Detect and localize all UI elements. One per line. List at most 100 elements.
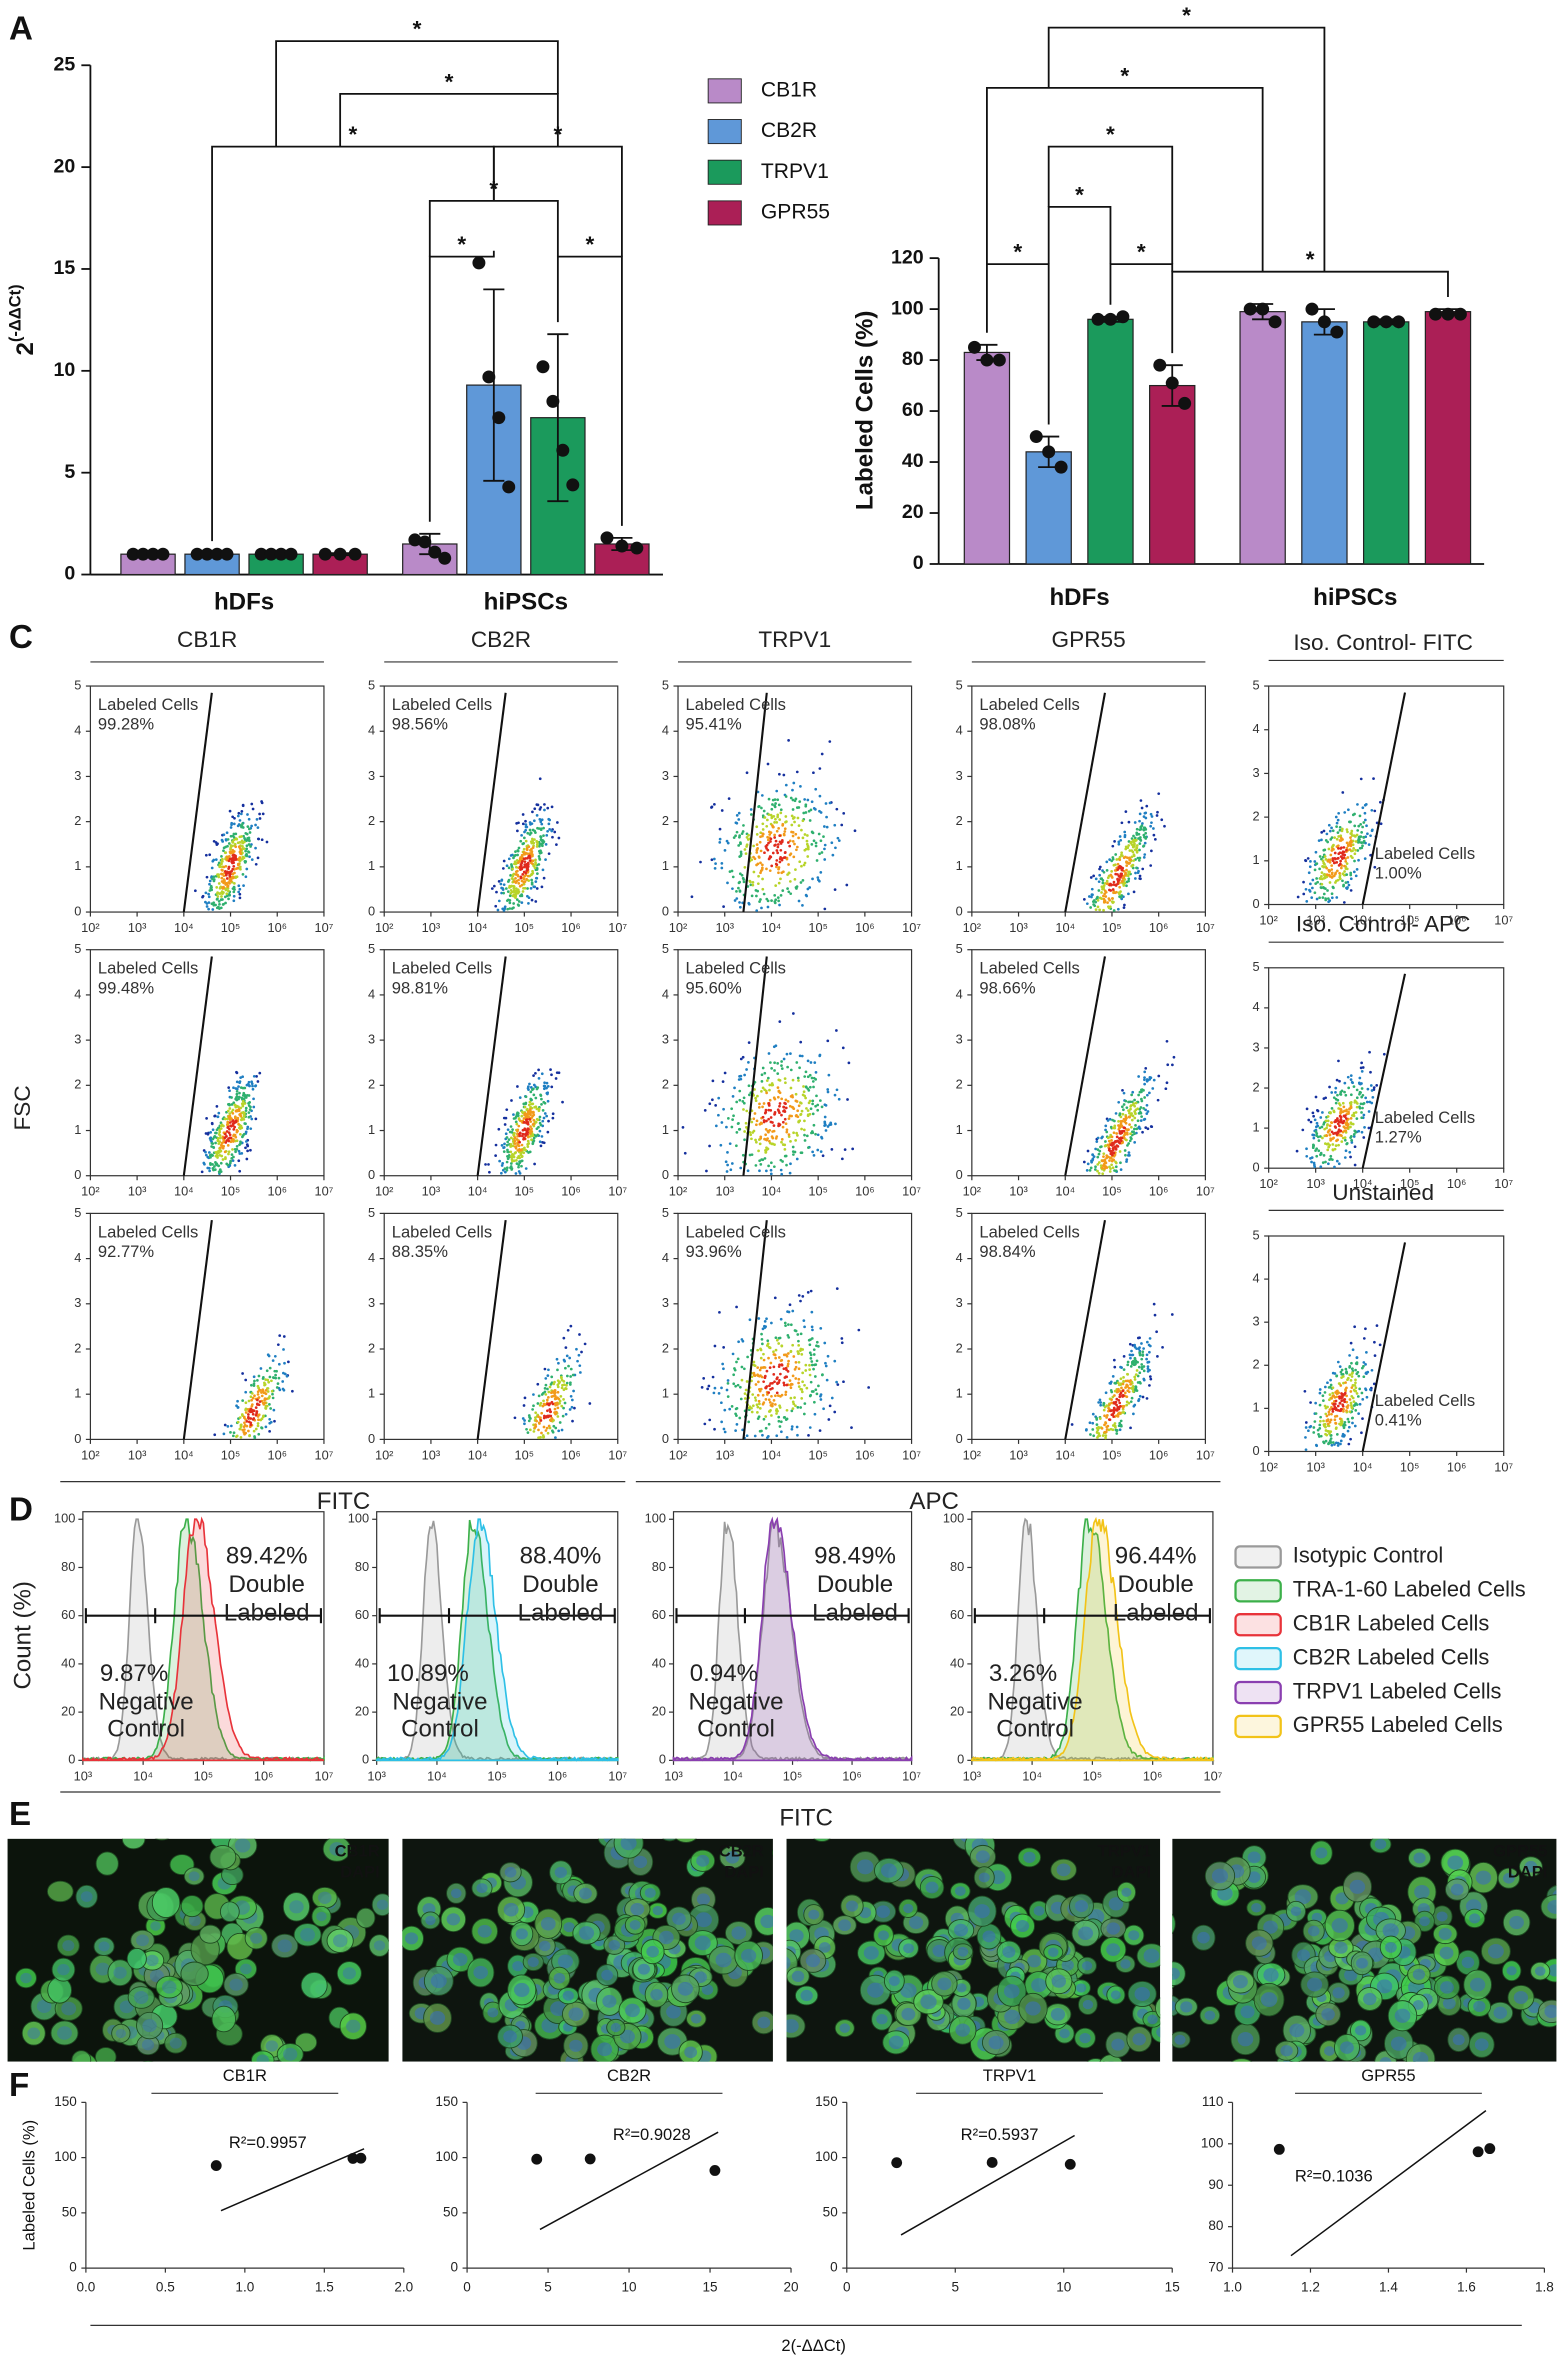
event-dot (517, 846, 521, 850)
event-dot (734, 1412, 737, 1416)
event-dot (553, 1397, 557, 1401)
event-dot (538, 1115, 542, 1119)
event-dot (550, 829, 554, 833)
gate-percent: 95.41% (686, 715, 742, 734)
event-dot (1346, 830, 1349, 834)
event-dot (261, 1401, 265, 1405)
event-dot (281, 1387, 285, 1391)
event-dot (825, 1378, 829, 1382)
event-dot (1369, 834, 1372, 838)
event-dot (1316, 1135, 1320, 1139)
event-dot (752, 870, 756, 874)
event-dot (1330, 826, 1333, 830)
event-dot (1345, 886, 1348, 890)
event-dot (552, 1382, 556, 1386)
event-dot (1136, 1119, 1140, 1123)
event-dot (1349, 1093, 1353, 1097)
y-tick-label: 3 (74, 1031, 81, 1046)
legend-swatch (707, 78, 742, 104)
event-dot (1108, 1117, 1112, 1121)
event-dot (208, 882, 211, 886)
event-dot (547, 822, 551, 826)
event-dot (739, 852, 743, 856)
event-dot (774, 802, 777, 805)
event-dot (526, 1145, 530, 1149)
event-dot (1098, 1398, 1102, 1402)
gate-label: Labeled Cells (979, 695, 1079, 714)
event-dot (253, 1084, 257, 1088)
event-dot (1345, 841, 1349, 845)
event-dot (504, 1116, 508, 1120)
event-dot (1130, 843, 1134, 846)
event-dot (774, 1356, 778, 1360)
event-dot (753, 1396, 757, 1400)
event-dot (823, 907, 827, 911)
event-dot (534, 900, 538, 903)
event-dot (787, 1310, 791, 1314)
event-dot (1150, 821, 1153, 825)
x-tick-label: 10² (81, 1184, 100, 1199)
event-dot (826, 1090, 830, 1094)
event-dot (227, 859, 231, 863)
event-dot (1344, 1117, 1348, 1120)
event-dot (1118, 1150, 1122, 1153)
event-dot (772, 1350, 775, 1354)
y-tick-label: 5 (662, 677, 669, 692)
event-dot (787, 1133, 791, 1137)
event-dot (774, 1336, 778, 1340)
event-dot (1085, 902, 1089, 906)
event-dot (217, 905, 220, 909)
event-dot (233, 1125, 236, 1129)
x-tick-label: 10² (375, 920, 394, 935)
event-dot (1105, 868, 1109, 872)
event-dot (1340, 851, 1344, 855)
event-dot (775, 1338, 779, 1342)
event-dot (1349, 1078, 1353, 1081)
event-dot (1350, 1138, 1353, 1142)
event-dot (787, 1117, 791, 1120)
event-dot (1304, 859, 1308, 863)
event-dot (231, 1108, 235, 1112)
event-dot (256, 1080, 260, 1083)
event-dot (803, 1133, 806, 1137)
event-dot (800, 1109, 804, 1113)
event-dot (739, 842, 742, 846)
event-dot (238, 887, 242, 891)
event-dot (708, 1418, 712, 1422)
event-dot (553, 830, 557, 834)
data-point (482, 370, 496, 384)
event-dot (1305, 1154, 1309, 1158)
event-dot (503, 1170, 507, 1174)
event-dot (238, 1081, 241, 1085)
event-dot (775, 1412, 778, 1415)
event-dot (507, 857, 511, 861)
event-dot (543, 1112, 547, 1115)
event-dot (553, 1407, 557, 1411)
event-dot (554, 1436, 557, 1439)
event-dot (786, 1362, 790, 1366)
event-dot (216, 842, 219, 846)
event-dot (223, 1150, 227, 1154)
event-dot (1111, 844, 1115, 848)
event-dot (763, 816, 767, 819)
event-dot (229, 1424, 233, 1428)
event-dot (1354, 848, 1357, 852)
event-dot (808, 1363, 811, 1367)
event-dot (773, 833, 776, 837)
event-dot (505, 1166, 509, 1170)
event-dot (565, 1354, 569, 1358)
event-dot (507, 1150, 511, 1154)
event-dot (258, 1071, 262, 1075)
event-dot (1339, 1093, 1343, 1096)
event-dot (742, 1108, 745, 1111)
event-dot (564, 1346, 568, 1349)
event-dot (783, 851, 787, 855)
event-dot (1148, 1091, 1151, 1095)
event-dot (801, 819, 805, 823)
event-dot (271, 1359, 275, 1362)
x-tick-label: 10⁵ (515, 1184, 535, 1199)
event-dot (518, 859, 522, 862)
event-dot (215, 886, 219, 889)
event-dot (204, 853, 208, 857)
event-dot (781, 889, 785, 892)
